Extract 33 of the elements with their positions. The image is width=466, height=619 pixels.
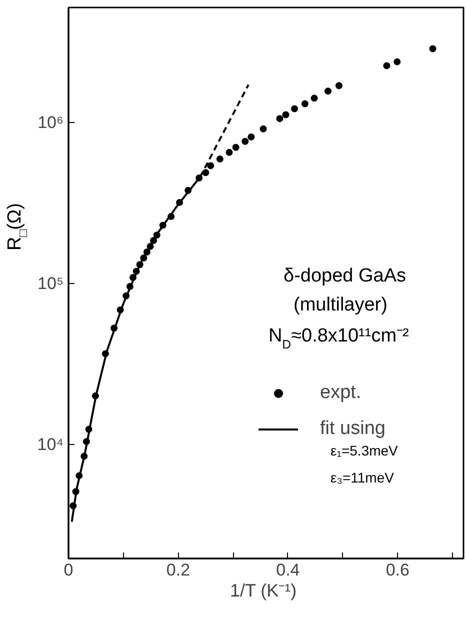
point xyxy=(324,88,332,95)
point xyxy=(242,138,249,145)
y-tick-label: 10⁴ xyxy=(37,434,64,454)
point xyxy=(276,115,284,122)
x-tick-label: 0.2 xyxy=(166,560,190,580)
point xyxy=(226,148,233,156)
x-tick-label: 0.4 xyxy=(276,560,300,580)
point xyxy=(383,62,390,70)
annotation: δ-doped GaAs xyxy=(284,266,406,286)
y-tick-label: 10⁶ xyxy=(38,113,64,132)
point xyxy=(207,162,214,170)
point xyxy=(291,105,298,112)
point xyxy=(232,144,240,151)
legend-label: expt. xyxy=(320,382,362,404)
point xyxy=(429,45,436,52)
y-axis-title: R□(Ω) xyxy=(4,203,30,250)
x-tick-label: 0 xyxy=(64,560,74,580)
annotation: ε₃=11meV xyxy=(330,470,395,486)
point xyxy=(202,169,210,176)
x-tick-label: 0.6 xyxy=(386,560,410,580)
legend-label: fit using xyxy=(320,418,386,440)
point xyxy=(248,133,255,140)
annotation: (multilayer) xyxy=(294,294,388,316)
point xyxy=(301,100,308,108)
point xyxy=(216,156,224,163)
x-axis-title: 1/T (K⁻¹) xyxy=(230,580,297,600)
annotation: ε₁=5.3meV xyxy=(330,442,399,458)
point xyxy=(335,82,342,90)
y-tick-label: 10⁵ xyxy=(38,274,64,293)
point xyxy=(260,125,267,132)
point xyxy=(310,94,318,102)
point xyxy=(282,111,290,118)
point xyxy=(394,58,401,66)
